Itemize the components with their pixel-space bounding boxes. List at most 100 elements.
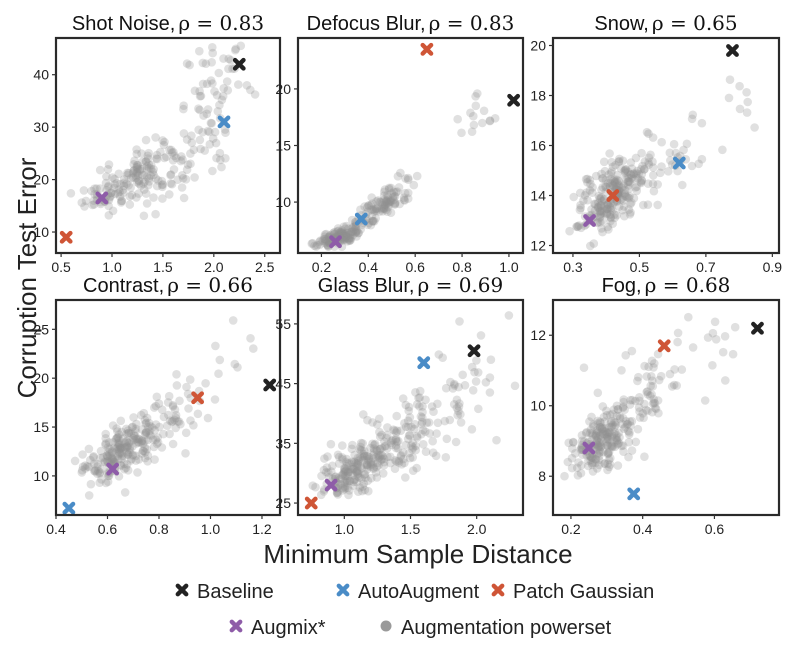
powerset-point [89,466,99,476]
powerset-point [347,457,357,467]
powerset-point [383,423,392,432]
powerset-point [623,419,633,429]
powerset-point [122,448,132,457]
powerset-point [338,486,347,495]
powerset-point [404,402,414,412]
powerset-point [711,335,721,344]
powerset-point [387,189,397,198]
powerset-point [610,213,619,223]
powerset-point [452,395,462,405]
powerset-point [128,442,137,451]
powerset-point [390,199,400,209]
powerset-point [216,155,225,165]
powerset-point [400,188,410,198]
powerset-point [182,59,192,68]
powerset-point [595,212,605,222]
powerset-point [576,188,585,198]
powerset-point [581,174,591,184]
powerset-point [612,433,621,443]
powerset-point [669,139,679,149]
powerset-point [340,232,350,241]
powerset-point [389,187,399,197]
powerset-point [168,156,178,165]
powerset-point [603,209,612,218]
powerset-point [148,167,158,177]
powerset-point [606,212,615,222]
powerset-point [392,426,402,436]
powerset-point [107,453,116,463]
panel-frame [551,298,781,517]
powerset-point [113,433,123,442]
powerset-point [110,189,120,199]
powerset-point [594,452,604,461]
powerset-point [635,407,644,416]
powerset-point [383,452,392,462]
powerset-point [327,467,336,476]
powerset-point [703,333,713,342]
powerset-point [597,169,606,179]
powerset-point [421,427,430,437]
powerset-point [195,87,204,96]
powerset-point [603,435,612,444]
powerset-point [89,453,98,462]
powerset-point [170,415,179,425]
powerset-point [412,400,422,409]
augmix-marker [106,462,120,476]
powerset-point [70,456,80,466]
powerset-point [103,182,113,192]
powerset-point [182,135,192,144]
powerset-point [115,441,124,450]
powerset-point [617,194,627,203]
powerset-point [320,454,329,463]
powerset-point [743,97,752,107]
powerset-point [151,435,161,444]
powerset-point [159,412,169,422]
powerset-point [569,192,578,202]
powerset-point [345,233,354,242]
powerset-point [614,176,623,186]
powerset-point [190,86,200,96]
powerset-point [600,424,609,433]
powerset-point [612,411,622,421]
powerset-point [639,200,648,210]
powerset-point [81,461,90,470]
powerset-point [193,409,203,419]
powerset-point [597,224,606,233]
powerset-point [315,237,324,247]
powerset-point [383,207,392,216]
powerset-point [594,442,604,452]
panel-title: Glass Blur, ρ = 0.69 [318,273,503,297]
powerset-point [149,442,159,452]
powerset-point [357,486,367,496]
powerset-point [132,168,142,177]
powerset-point [401,422,411,432]
powerset-point [636,177,645,187]
powerset-point [132,160,142,170]
powerset-point [107,447,117,456]
powerset-point [123,450,133,459]
powerset-point [588,467,598,476]
powerset-point [310,241,319,251]
legend-label: Patch Gaussian [513,581,654,603]
powerset-point [342,478,352,488]
powerset-point [176,156,186,166]
powerset-point [208,48,217,58]
powerset-point [125,445,135,455]
powerset-point [115,192,125,201]
powerset-point [355,453,365,462]
powerset-point [369,447,379,456]
powerset-point [117,427,126,437]
powerset-point [108,456,118,466]
powerset-point [396,451,406,461]
powerset-point [403,422,413,432]
powerset-points [70,316,258,500]
powerset-point [178,171,187,180]
powerset-point [626,158,636,167]
powerset-point [602,208,611,218]
powerset-point [221,128,230,137]
powerset-point [176,419,185,429]
powerset-point [393,444,403,453]
powerset-point [623,177,633,186]
powerset-point [650,359,659,368]
